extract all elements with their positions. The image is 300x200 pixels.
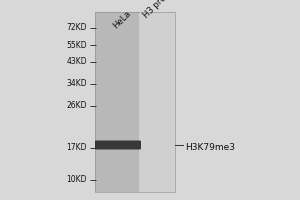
FancyBboxPatch shape (95, 140, 141, 150)
Bar (139, 12, 175, 192)
Text: 72KD: 72KD (67, 23, 87, 32)
Bar (95, 12, 139, 192)
Text: 43KD: 43KD (66, 58, 87, 66)
Text: 55KD: 55KD (66, 40, 87, 49)
Bar (95, 12, 175, 192)
Text: 26KD: 26KD (67, 102, 87, 110)
Text: 17KD: 17KD (67, 144, 87, 152)
Text: H3 protein: H3 protein (142, 0, 179, 20)
Text: 34KD: 34KD (66, 79, 87, 88)
Text: 10KD: 10KD (67, 176, 87, 184)
Text: H3K79me3: H3K79me3 (185, 144, 235, 152)
Text: HeLa: HeLa (112, 9, 133, 30)
